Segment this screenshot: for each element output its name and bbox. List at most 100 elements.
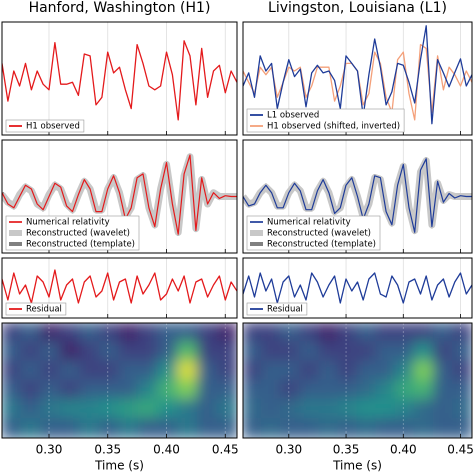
legend-label: H1 observed <box>26 122 80 132</box>
heatmap-cell <box>356 398 378 420</box>
heatmap-cell <box>280 417 302 438</box>
legend-label: Reconstructed (template) <box>26 240 135 250</box>
panel-title: Hanford, Washington (H1) <box>29 0 211 16</box>
panel-frame <box>242 257 473 319</box>
heatmap-cell <box>20 360 43 382</box>
heatmap-cell <box>177 323 199 344</box>
heatmap-cell <box>413 360 435 382</box>
heatmap-cell <box>79 379 101 401</box>
legend-label: Numerical relativity <box>267 218 351 228</box>
heatmap-cell <box>40 398 62 420</box>
legend-label: L1 observed <box>267 111 319 121</box>
heatmap-cell <box>394 360 416 382</box>
heatmap-cell <box>356 360 378 382</box>
heatmap-cell <box>299 341 321 363</box>
heatmap-cell <box>318 379 340 401</box>
heatmap-cell <box>413 341 435 363</box>
legend-label: H1 observed (shifted, inverted) <box>267 122 400 132</box>
heatmap-cell <box>216 341 237 363</box>
heatmap-cell <box>280 323 302 344</box>
heatmap-cell <box>79 360 101 382</box>
heatmap-cell <box>138 360 160 382</box>
heatmap-cell <box>196 341 219 363</box>
heatmap-cell <box>337 360 359 382</box>
heatmap-cell <box>451 417 472 438</box>
heatmap-cell <box>40 360 62 382</box>
heatmap-cell <box>261 323 283 344</box>
x-axis-label: Time (s) <box>332 459 382 473</box>
x-tick-label: 0.30 <box>36 443 63 457</box>
legend-label: Reconstructed (wavelet) <box>267 229 371 239</box>
panel-title: Livingston, Louisiana (L1) <box>268 0 447 16</box>
heatmap-cell <box>2 379 23 401</box>
heatmap-cell <box>98 360 121 382</box>
heatmap-cell <box>177 379 199 401</box>
heatmap-cell <box>40 379 62 401</box>
heatmap-cell <box>432 360 454 382</box>
panel-frame <box>1 257 238 319</box>
heatmap-cell <box>79 417 101 438</box>
heatmap-cell <box>375 323 397 344</box>
heatmap-cell <box>20 341 43 363</box>
heatmap-cell <box>216 323 237 344</box>
heatmap-cell <box>40 323 62 344</box>
legend-label: Residual <box>26 305 62 315</box>
heatmap-cell <box>20 398 43 420</box>
heatmap-cell <box>40 417 62 438</box>
plot-area <box>2 323 237 438</box>
heatmap-cell <box>118 398 141 420</box>
legend-box <box>246 302 308 316</box>
heatmap-cell <box>59 417 82 438</box>
legend-box <box>5 215 140 251</box>
heatmap-cell <box>138 417 160 438</box>
heatmap-cell <box>98 341 121 363</box>
heatmap-cell <box>451 379 472 401</box>
heatmap-cell <box>157 323 180 344</box>
panel-frame <box>242 21 473 136</box>
heatmap-cell <box>280 379 302 401</box>
heatmap-cell <box>118 341 141 363</box>
heatmap-cell <box>177 341 199 363</box>
heatmap-cell <box>318 360 340 382</box>
series-line <box>2 40 237 121</box>
heatmap-cell <box>451 360 472 382</box>
heatmap-cell <box>59 398 82 420</box>
heatmap-cell <box>375 398 397 420</box>
heatmap-cell <box>318 417 340 438</box>
x-tick-label: 0.40 <box>153 443 180 457</box>
heatmap-cell <box>356 417 378 438</box>
heatmap-cell <box>118 417 141 438</box>
heatmap-cell <box>79 323 101 344</box>
series-line <box>2 154 237 235</box>
heatmap-cell <box>20 417 43 438</box>
heatmap-cell <box>375 417 397 438</box>
heatmap-cell <box>20 323 43 344</box>
panel-frame <box>1 139 238 254</box>
heatmap-cell <box>138 398 160 420</box>
heatmap-cell <box>138 379 160 401</box>
heatmap-cell <box>243 341 264 363</box>
heatmap-cell <box>138 323 160 344</box>
heatmap-cell <box>261 398 283 420</box>
heatmap-cell <box>356 323 378 344</box>
heatmap-cell <box>98 398 121 420</box>
legend-label: Numerical relativity <box>26 218 110 228</box>
heatmap-cell <box>413 417 435 438</box>
heatmap-cell <box>196 379 219 401</box>
plot-area <box>2 22 237 135</box>
x-tick-label: 0.45 <box>447 443 474 457</box>
panel-frame <box>242 139 473 254</box>
heatmap-cell <box>318 398 340 420</box>
heatmap-cell <box>299 323 321 344</box>
heatmap-cell <box>196 323 219 344</box>
heatmap-cell <box>413 398 435 420</box>
heatmap-cell <box>299 398 321 420</box>
heatmap-cell <box>157 341 180 363</box>
heatmap-cell <box>394 417 416 438</box>
heatmap-cell <box>394 341 416 363</box>
heatmap-cell <box>261 360 283 382</box>
heatmap-cell <box>337 379 359 401</box>
heatmap-cell <box>432 341 454 363</box>
heatmap-cell <box>177 417 199 438</box>
heatmap-cell <box>432 323 454 344</box>
